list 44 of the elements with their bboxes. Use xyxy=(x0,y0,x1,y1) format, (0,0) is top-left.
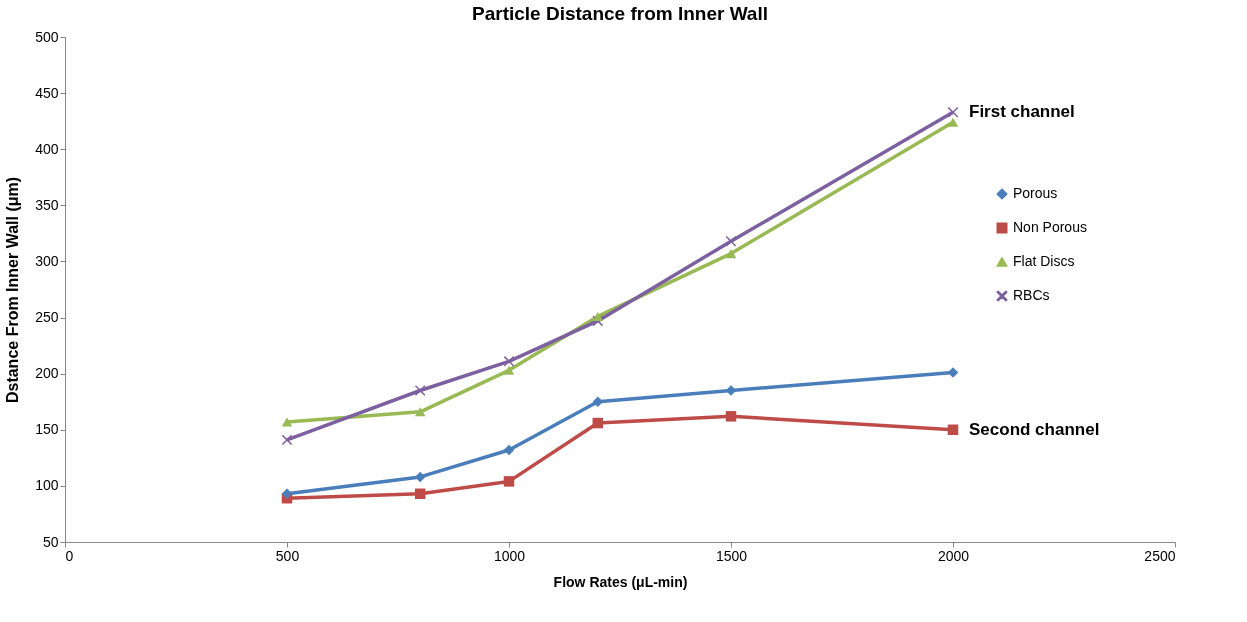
point xyxy=(503,444,515,456)
legend-label: Porous xyxy=(1013,185,1058,201)
y-tick-label: 100 xyxy=(35,477,59,494)
point xyxy=(725,411,737,422)
point xyxy=(725,385,737,396)
y-tick-label: 250 xyxy=(35,309,59,326)
y-axis-title: Dstance From Inner Wall (μm) xyxy=(4,176,22,404)
point xyxy=(592,417,604,429)
y-tick-label: 50 xyxy=(42,533,59,550)
x-tick-label: 500 xyxy=(275,547,300,564)
point xyxy=(281,434,293,446)
y-tick-label: 500 xyxy=(35,28,59,45)
point xyxy=(503,476,515,487)
y-tick-label: 200 xyxy=(35,365,59,382)
point xyxy=(947,117,959,127)
legend-label: Non Porous xyxy=(1013,219,1087,235)
legend-label: RBCs xyxy=(1013,287,1050,303)
y-tick-label: 150 xyxy=(35,421,59,438)
chart-title: Particle Distance from Inner Wall xyxy=(472,3,768,24)
x-tick-label: 2500 xyxy=(1144,547,1176,564)
point xyxy=(725,236,737,247)
y-tick-label: 350 xyxy=(35,196,59,213)
point xyxy=(503,365,515,375)
point xyxy=(414,488,426,499)
annotation: Second channel xyxy=(969,419,1100,439)
x-tick-label: 1500 xyxy=(715,547,748,564)
point xyxy=(503,356,515,367)
y-tick-label: 450 xyxy=(35,84,59,101)
x-axis-title: Flow Rates (μL-min) xyxy=(553,573,688,590)
x-tick-label: 0 xyxy=(65,547,74,564)
point xyxy=(592,311,604,321)
point xyxy=(414,385,426,396)
x-tick-label: 2000 xyxy=(937,547,970,564)
y-tick-label: 300 xyxy=(35,252,59,269)
point xyxy=(281,488,293,499)
x-tick-label: 1000 xyxy=(493,547,526,564)
point xyxy=(414,407,426,417)
point xyxy=(725,249,737,259)
point xyxy=(947,424,959,436)
point xyxy=(281,417,293,427)
point xyxy=(947,106,959,118)
legend-label: Flat Discs xyxy=(1013,253,1075,269)
annotation: First channel xyxy=(969,102,1075,122)
y-tick-label: 400 xyxy=(35,140,59,157)
